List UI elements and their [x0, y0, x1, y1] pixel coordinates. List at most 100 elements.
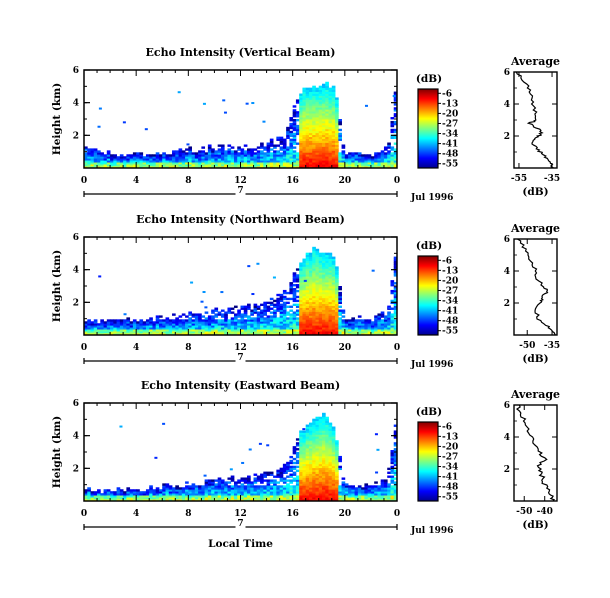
- echo-cell: [292, 315, 297, 318]
- echo-cell: [136, 333, 140, 336]
- echo-cell: [282, 489, 287, 492]
- echo-cell: [276, 158, 281, 161]
- echo-cell: [129, 154, 134, 157]
- echo-cell: [116, 493, 121, 496]
- echo-cell: [295, 489, 300, 492]
- echo-cell: [178, 154, 183, 157]
- echo-cell: [318, 280, 323, 283]
- echo-cell: [312, 465, 316, 469]
- echo-cell: [299, 136, 303, 139]
- echo-cell: [308, 120, 313, 124]
- echo-cell: [308, 99, 313, 102]
- echo-cell: [354, 160, 359, 163]
- echo-cell: [348, 329, 352, 332]
- echo-cell: [335, 323, 339, 326]
- echo-cell: [383, 499, 388, 502]
- echo-cell: [207, 150, 212, 153]
- echo-cell: [113, 331, 117, 334]
- echo-cell: [250, 311, 254, 314]
- echo-cell: [119, 160, 124, 163]
- echo-cell: [312, 85, 316, 89]
- echo-cell: [380, 493, 385, 496]
- colorbar-tick-label: -34: [442, 297, 458, 307]
- echo-cell: [328, 297, 333, 301]
- echo-cell: [286, 319, 290, 322]
- echo-cell: [214, 158, 219, 161]
- echo-cell: [315, 293, 320, 297]
- echo-cell: [308, 138, 313, 141]
- echo-cell: [308, 124, 313, 128]
- echo-cell: [331, 325, 336, 328]
- echo-cell: [312, 140, 316, 143]
- echo-cell: [191, 497, 196, 500]
- echo-cell: [256, 317, 261, 320]
- echo-cell: [204, 164, 209, 167]
- echo-cell: [302, 284, 307, 287]
- echo-cell: [322, 289, 326, 293]
- echo-cell: [178, 491, 183, 494]
- echo-cell: [335, 284, 339, 287]
- echo-cell: [393, 160, 398, 163]
- echo-cell: [165, 321, 170, 324]
- echo-cell: [348, 154, 352, 157]
- echo-cell: [344, 491, 349, 494]
- echo-cell: [393, 313, 398, 316]
- echo-cell: [295, 113, 300, 116]
- echo-cell: [233, 321, 238, 324]
- echo-cell: [364, 491, 369, 494]
- echo-cell: [312, 424, 316, 427]
- echo-cell: [295, 124, 300, 128]
- echo-cell: [338, 119, 342, 122]
- echo-cell: [289, 309, 294, 312]
- echo-cell: [299, 109, 303, 112]
- echo-cell: [132, 319, 137, 322]
- echo-cell: [106, 489, 111, 492]
- echo-cell: [305, 160, 310, 163]
- echo-cell: [393, 291, 398, 295]
- echo-cell: [181, 166, 186, 169]
- echo-cell: [338, 132, 342, 136]
- echo-cell: [260, 327, 264, 330]
- echo-cell: [315, 103, 320, 106]
- echo-cell: [380, 160, 385, 163]
- echo-cell: [295, 453, 300, 457]
- echo-cell: [318, 264, 323, 267]
- echo-cell: [217, 329, 222, 332]
- echo-cell: [162, 329, 166, 332]
- echo-cell: [344, 329, 349, 332]
- echo-cell: [390, 289, 395, 293]
- echo-cell: [87, 327, 91, 330]
- echo-cell: [335, 162, 339, 165]
- echo-cell: [315, 150, 320, 153]
- echo-cell: [142, 166, 147, 169]
- echo-cell: [286, 301, 290, 305]
- echo-cell: [335, 107, 339, 110]
- echo-cell: [322, 284, 326, 287]
- echo-cell: [292, 111, 297, 114]
- echo-cell: [240, 148, 245, 151]
- echo-cell: [106, 323, 111, 326]
- echo-cell: [97, 160, 101, 163]
- echo-cell: [282, 477, 287, 480]
- echo-cell: [383, 154, 388, 157]
- echo-cell: [181, 160, 186, 163]
- echo-cell: [308, 321, 313, 324]
- echo-cell: [338, 136, 342, 139]
- echo-cell: [97, 325, 101, 328]
- x-tick-label: 0: [81, 343, 87, 353]
- echo-cell: [370, 162, 375, 165]
- echo-cell: [315, 487, 320, 490]
- echo-cell: [318, 138, 323, 141]
- echo-cell: [237, 166, 241, 169]
- echo-cell: [260, 162, 264, 165]
- echo-cell: [106, 325, 111, 328]
- echo-cell: [211, 325, 215, 328]
- echo-cell: [250, 323, 254, 326]
- echo-cell: [266, 164, 271, 167]
- echo-cell: [90, 158, 95, 161]
- echo-cell: [305, 471, 310, 474]
- x-tick-label: 0: [394, 343, 400, 353]
- echo-cell: [214, 150, 219, 153]
- echo-cell: [393, 452, 398, 455]
- echo-cell: [119, 495, 124, 498]
